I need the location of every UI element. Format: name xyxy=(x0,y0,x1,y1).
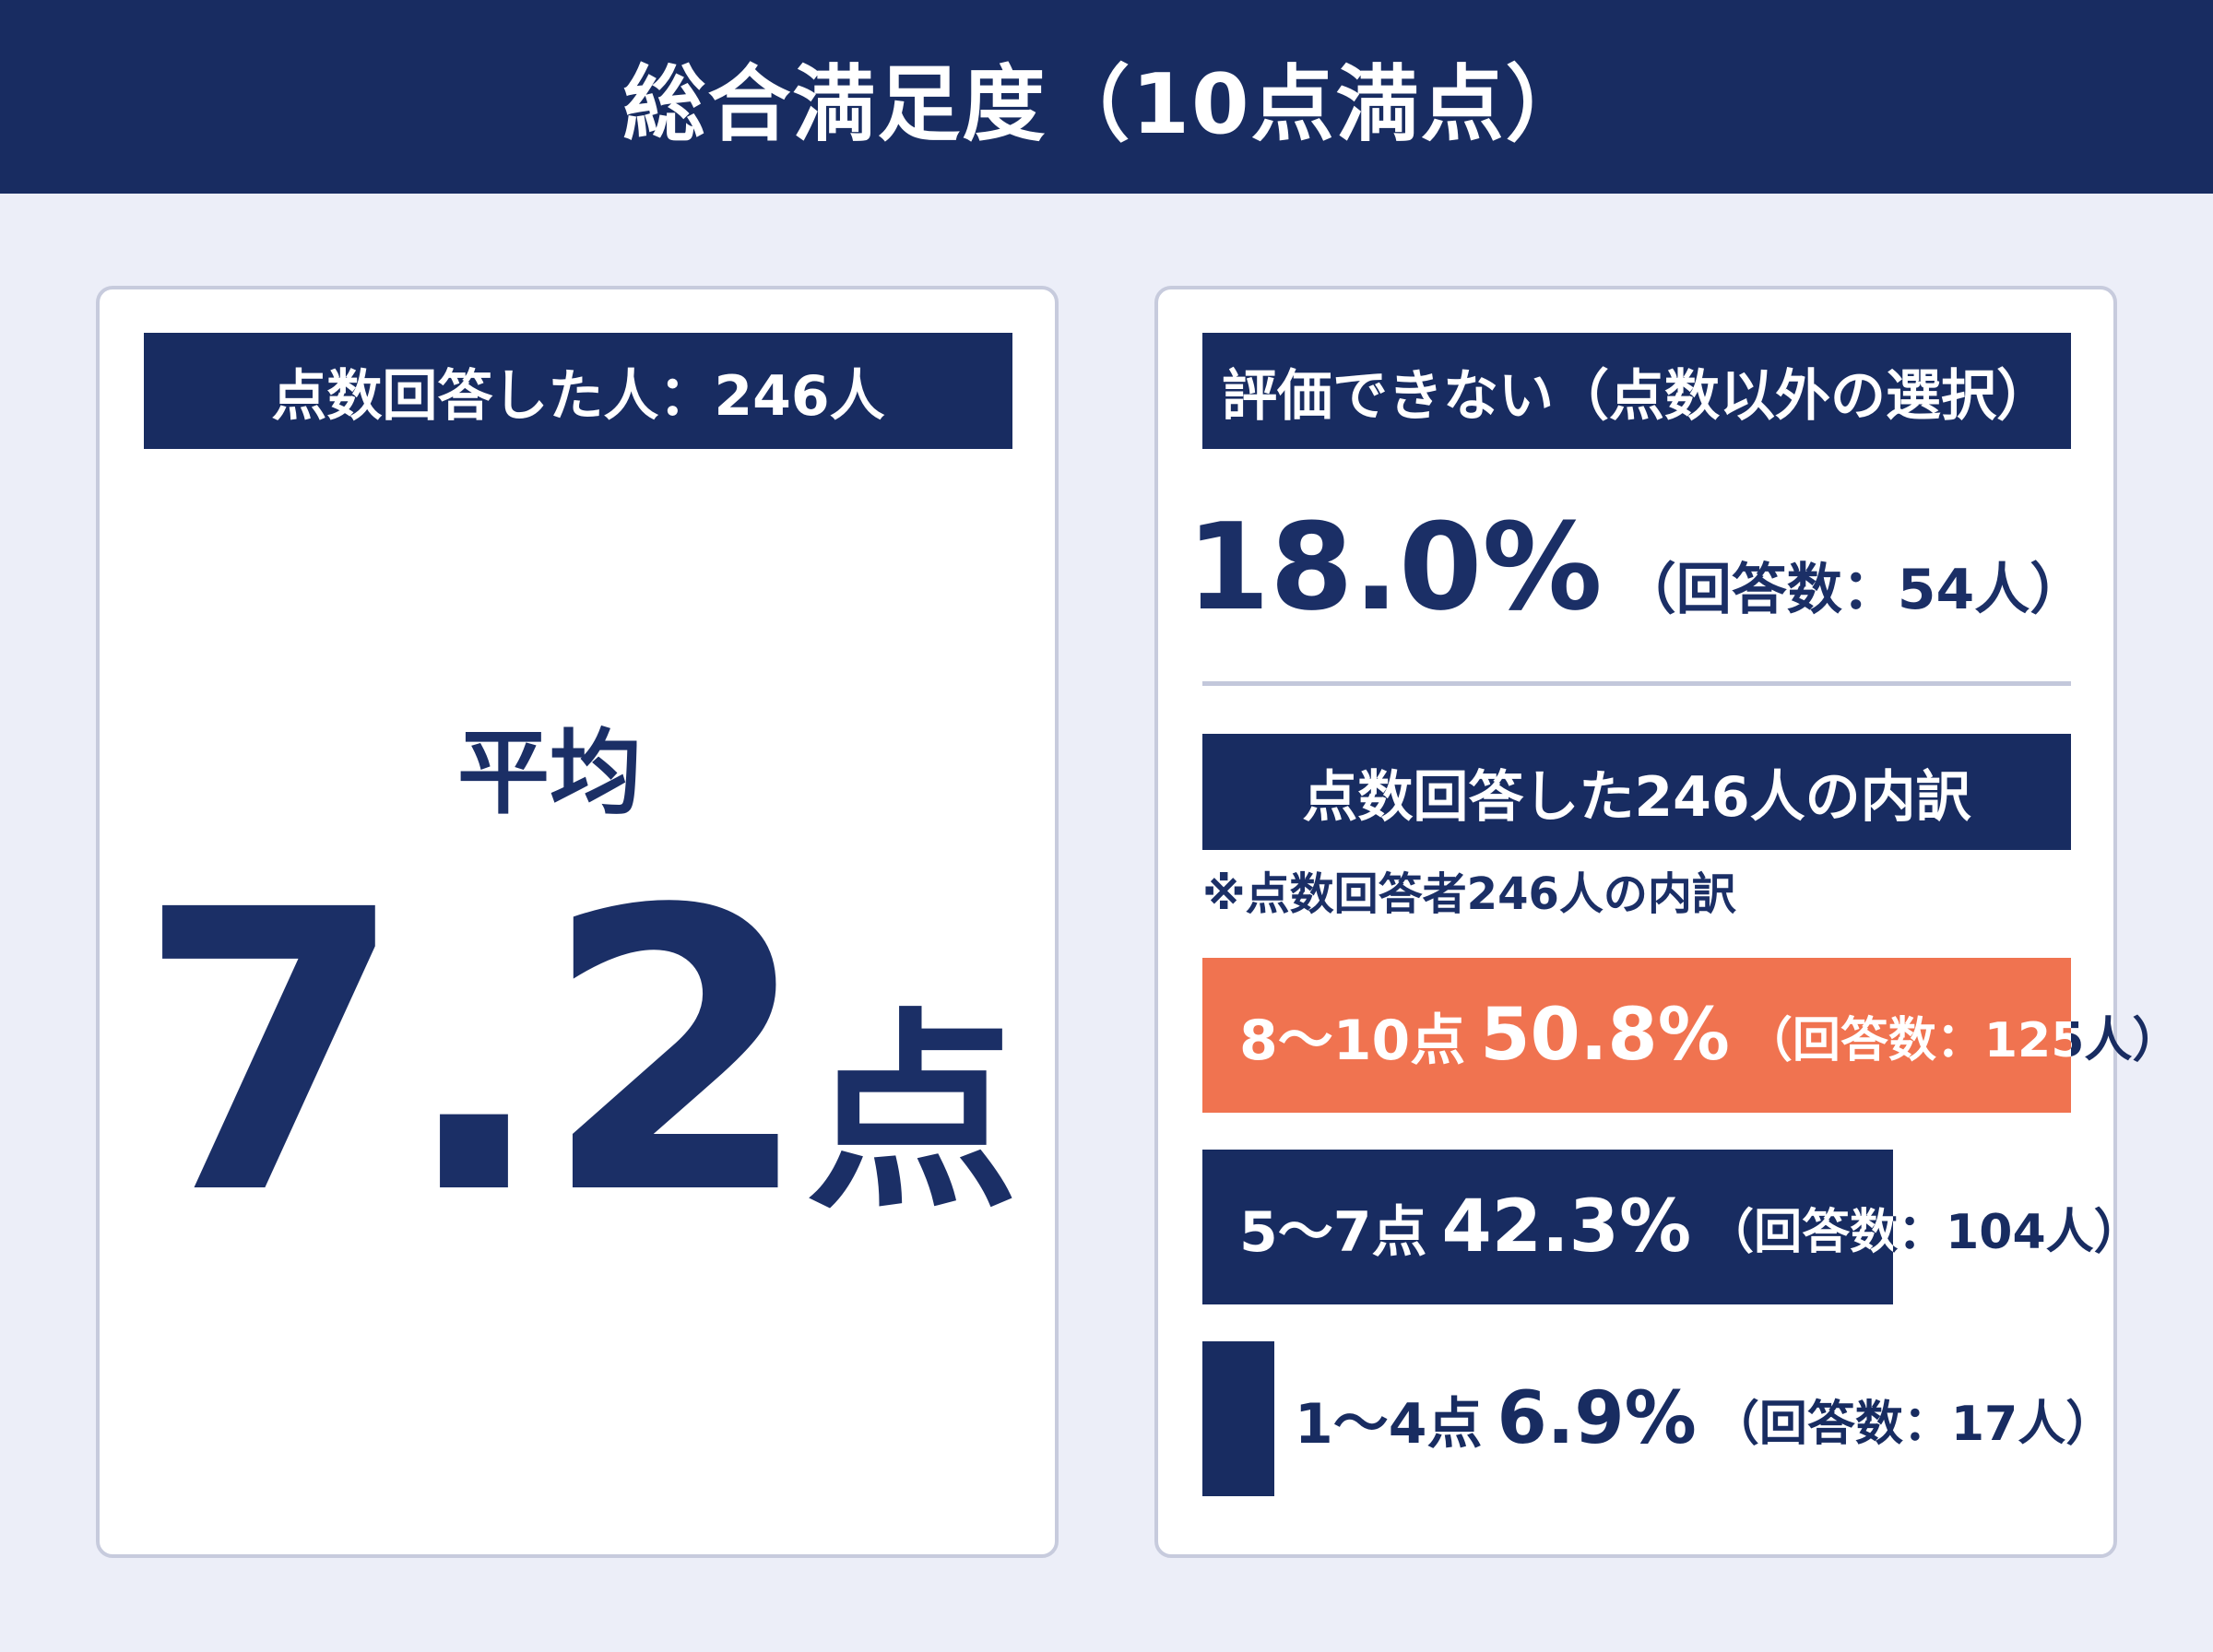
average-label: 平均 xyxy=(457,719,642,827)
bar xyxy=(1202,1150,1893,1304)
bar-label: 1〜4点 6.9% （回答数：17人） xyxy=(1295,1341,2113,1496)
bar-percent: 6.9% xyxy=(1497,1377,1697,1460)
divider xyxy=(1202,681,2071,686)
breakdown-card: 評価できない（点数以外の選択） 18.0% （回答数：54人） 点数回答した246… xyxy=(1154,286,2180,1558)
average-number: 7.2 xyxy=(136,829,811,1280)
bar-count: （回答数：125人） xyxy=(1745,1001,2181,1070)
breakdown-header: 点数回答した246人の内訳 xyxy=(1202,734,2071,850)
bar-row: 1〜4点 6.9% （回答数：17人） xyxy=(1202,1341,2113,1496)
not-rated-header: 評価できない（点数以外の選択） xyxy=(1202,333,2071,449)
bar-label: 8〜10点 50.8% （回答数：125人） xyxy=(1239,958,2180,1113)
bar-category: 5〜7点 xyxy=(1239,1187,1427,1268)
bar-row: 8〜10点 50.8% （回答数：125人） xyxy=(1202,958,2180,1113)
bar-category: 8〜10点 xyxy=(1239,996,1465,1076)
bar xyxy=(1202,958,2071,1113)
not-rated-percent: 18.0% xyxy=(1186,497,1603,637)
bar-percent: 50.8% xyxy=(1480,994,1730,1077)
respondents-header: 点数回答した人：246人 xyxy=(144,333,1012,449)
bar-percent: 42.3% xyxy=(1441,1186,1692,1268)
average-card: 点数回答した人：246人 平均 7.2点 xyxy=(96,286,1059,1558)
average-unit: 点 xyxy=(806,992,1019,1238)
breakdown-note: ※点数回答者246人の内訳 xyxy=(1202,868,1736,920)
bar-category: 1〜4点 xyxy=(1295,1379,1483,1459)
bar-count: （回答数：104人） xyxy=(1706,1193,2142,1262)
bar-row: 5〜7点 42.3% （回答数：104人） xyxy=(1202,1150,2142,1304)
not-rated-value: 18.0% （回答数：54人） xyxy=(1158,497,2113,637)
page-title: 総合満足度（10点満点） xyxy=(622,56,1591,153)
bar-count: （回答数：17人） xyxy=(1711,1385,2113,1454)
not-rated-count: （回答数：54人） xyxy=(1620,558,2086,622)
bar xyxy=(1202,1341,1274,1496)
bar-label: 5〜7点 42.3% （回答数：104人） xyxy=(1239,1150,2142,1304)
average-value: 7.2点 xyxy=(100,861,1055,1248)
title-bar: 総合満足度（10点満点） xyxy=(0,0,2213,194)
